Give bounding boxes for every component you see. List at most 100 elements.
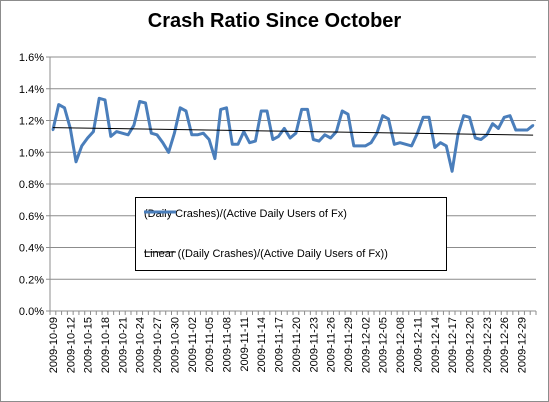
x-tick-label: 2009-10-18: [100, 317, 112, 373]
data-point: [132, 124, 136, 127]
chart-title: Crash Ratio Since October: [147, 10, 402, 32]
data-point: [329, 136, 332, 140]
data-point: [231, 143, 234, 146]
data-point: [312, 138, 315, 141]
data-point: [393, 143, 396, 146]
data-point: [97, 97, 101, 100]
x-tick-label: 2009-10-24: [135, 317, 147, 373]
x-tick-label: 2009-10-15: [83, 317, 95, 373]
data-point: [497, 127, 500, 130]
data-point: [450, 170, 454, 173]
data-point: [178, 106, 182, 110]
data-point: [421, 116, 425, 119]
data-point: [225, 106, 228, 110]
x-tick-label: 2009-11-29: [343, 317, 355, 372]
data-point: [479, 138, 483, 141]
data-point: [468, 116, 471, 119]
x-tick-label: 2009-11-05: [204, 317, 216, 372]
x-tick-label: 2009-11-17: [274, 317, 286, 372]
y-tick-label: 1.0%: [19, 147, 44, 159]
series-line-daily-crash-ratio: [51, 96, 535, 173]
x-axis-ticks: 2009-10-09 2009-10-12 2009-10-15 2009-10-18…: [48, 311, 537, 373]
data-point: [207, 138, 211, 141]
y-tick-label: 1.2%: [19, 116, 44, 128]
data-point: [121, 132, 124, 135]
legend: (Daily Crashes)/(Active Daily Users of F…: [135, 197, 447, 271]
data-point: [294, 132, 298, 135]
data-point: [92, 130, 95, 133]
gridlines: [50, 56, 536, 312]
data-point: [109, 135, 112, 138]
data-point: [381, 114, 384, 117]
data-point: [358, 144, 361, 148]
data-point: [144, 101, 147, 105]
data-point: [173, 132, 176, 135]
y-tick-label: 1.6%: [19, 52, 44, 64]
data-point: [520, 128, 523, 132]
x-tick-label: 2009-12-23: [482, 317, 494, 373]
y-tick-label: 1.4%: [19, 84, 44, 96]
data-point: [138, 100, 141, 103]
x-tick-label: 2009-12-17: [447, 317, 459, 373]
x-tick-label: 2009-11-20: [291, 317, 303, 372]
y-tick-label: 0.6%: [19, 211, 44, 223]
data-point: [410, 144, 413, 148]
y-tick-label: 0.8%: [19, 179, 44, 191]
data-point: [277, 135, 280, 138]
data-point: [259, 109, 263, 113]
data-point: [439, 141, 442, 144]
legend-entry-series: (Daily Crashes)/(Active Daily Users of F…: [144, 208, 347, 220]
data-point: [526, 128, 529, 132]
data-point: [502, 116, 506, 119]
data-point: [340, 109, 344, 113]
x-tick-label: 2009-11-14: [256, 317, 268, 372]
data-point: [248, 141, 251, 144]
data-point: [236, 143, 240, 146]
data-point: [387, 117, 390, 121]
legend-label-series: (Daily Crashes)/(Active Daily Users of F…: [144, 208, 347, 220]
data-point: [288, 136, 292, 140]
data-point: [51, 128, 55, 132]
data-point: [474, 136, 477, 140]
x-tick-label: 2009-12-20: [464, 317, 476, 373]
series-group: [51, 96, 535, 173]
data-point: [427, 116, 431, 119]
data-point: [155, 133, 159, 136]
data-point: [184, 109, 188, 113]
data-point: [352, 144, 355, 148]
x-tick-label: 2009-10-27: [152, 317, 164, 373]
y-tick-label: 0.2%: [19, 274, 44, 286]
x-tick-label: 2009-12-26: [499, 317, 511, 373]
x-tick-label: 2009-10-30: [169, 317, 181, 373]
legend-entry-trendline: Linear ((Daily Crashes)/(Active Daily Us…: [144, 248, 388, 260]
data-point: [323, 133, 327, 136]
y-axis-ticks: 0.0% 0.2% 0.4% 0.6% 0.8% 1.0% 1.2% 1.4% 1.6%: [19, 52, 50, 318]
data-point: [283, 127, 286, 130]
data-point: [300, 108, 303, 111]
x-tick-label: 2009-12-14: [430, 317, 442, 373]
x-tick-label: 2009-10-12: [65, 317, 77, 373]
legend-label-trendline: Linear ((Daily Crashes)/(Active Daily Us…: [144, 248, 388, 260]
data-point: [514, 128, 517, 132]
data-point: [213, 157, 217, 160]
x-tick-label: 2009-11-08: [221, 317, 233, 372]
x-tick-label: 2009-11-23: [308, 317, 320, 372]
x-tick-label: 2009-11-26: [326, 317, 338, 372]
data-point: [508, 114, 512, 117]
data-point: [398, 141, 402, 144]
data-point: [80, 144, 84, 148]
data-point: [265, 109, 269, 113]
data-point: [531, 124, 535, 127]
data-point: [271, 138, 274, 141]
data-point: [317, 139, 321, 143]
y-tick-label: 0.4%: [19, 243, 44, 255]
trendline: [52, 127, 534, 136]
data-point: [63, 106, 66, 110]
legend-swatch-trendline: [144, 251, 176, 253]
data-point: [161, 141, 165, 144]
data-point: [86, 136, 89, 140]
data-point: [433, 146, 436, 149]
data-point: [126, 133, 130, 136]
data-point: [167, 151, 170, 154]
